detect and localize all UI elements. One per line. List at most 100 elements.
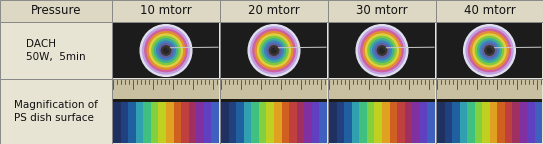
Circle shape xyxy=(370,39,394,62)
Bar xyxy=(437,102,445,143)
Bar xyxy=(437,80,542,143)
Bar xyxy=(136,102,143,143)
Circle shape xyxy=(260,36,288,65)
Bar xyxy=(534,102,542,143)
Bar xyxy=(267,102,274,143)
Circle shape xyxy=(473,34,506,67)
Bar xyxy=(151,102,159,143)
Bar xyxy=(352,102,359,143)
Bar xyxy=(359,102,367,143)
Text: 40 mtorr: 40 mtorr xyxy=(464,4,515,18)
Bar xyxy=(220,22,328,79)
Bar xyxy=(475,102,482,143)
Bar xyxy=(274,102,282,143)
Circle shape xyxy=(142,27,190,74)
Bar xyxy=(436,79,543,144)
Circle shape xyxy=(485,46,494,55)
Bar xyxy=(329,80,435,99)
Circle shape xyxy=(248,25,300,76)
Circle shape xyxy=(377,46,387,55)
Bar xyxy=(367,102,375,143)
Bar xyxy=(489,102,497,143)
Bar xyxy=(0,22,112,79)
Bar xyxy=(520,102,527,143)
Circle shape xyxy=(147,32,185,69)
Bar xyxy=(113,80,219,143)
Bar xyxy=(436,0,543,22)
Bar xyxy=(244,102,251,143)
Bar xyxy=(497,102,504,143)
Circle shape xyxy=(478,39,501,62)
Circle shape xyxy=(140,25,192,76)
Bar xyxy=(319,102,327,143)
Bar xyxy=(296,102,304,143)
Circle shape xyxy=(159,43,173,58)
Circle shape xyxy=(466,27,513,74)
Bar xyxy=(112,79,220,144)
Circle shape xyxy=(272,48,276,53)
Bar xyxy=(113,23,219,78)
Circle shape xyxy=(480,41,499,60)
Bar xyxy=(112,22,220,79)
Bar xyxy=(512,102,520,143)
Bar xyxy=(397,102,405,143)
Bar xyxy=(112,0,220,22)
Circle shape xyxy=(156,41,175,60)
Bar xyxy=(337,102,344,143)
Circle shape xyxy=(380,48,384,53)
Bar xyxy=(389,102,397,143)
Bar xyxy=(221,102,229,143)
Bar xyxy=(128,102,136,143)
Circle shape xyxy=(250,27,298,74)
Bar xyxy=(329,102,337,143)
Circle shape xyxy=(358,27,406,74)
Bar xyxy=(328,22,436,79)
Bar xyxy=(174,102,181,143)
Bar xyxy=(220,79,328,144)
Circle shape xyxy=(487,48,492,53)
Circle shape xyxy=(269,46,279,55)
Bar xyxy=(113,80,219,99)
Bar xyxy=(329,23,435,78)
Bar xyxy=(467,102,475,143)
Bar xyxy=(181,102,189,143)
Circle shape xyxy=(264,41,283,60)
Bar xyxy=(0,79,112,144)
Bar xyxy=(304,102,312,143)
Bar xyxy=(289,102,296,143)
Bar xyxy=(282,102,289,143)
Circle shape xyxy=(267,43,281,58)
Bar xyxy=(121,102,128,143)
Bar xyxy=(221,23,327,78)
Bar xyxy=(527,102,534,143)
Bar xyxy=(437,80,542,99)
Text: Pressure: Pressure xyxy=(31,4,81,18)
Circle shape xyxy=(482,43,496,58)
Bar xyxy=(405,102,412,143)
Text: Magnification of
PS dish surface: Magnification of PS dish surface xyxy=(14,100,98,123)
Bar xyxy=(0,0,112,22)
Bar xyxy=(482,102,489,143)
Circle shape xyxy=(361,29,403,72)
Bar xyxy=(445,102,452,143)
Bar xyxy=(344,102,352,143)
Bar xyxy=(328,0,436,22)
Circle shape xyxy=(152,36,180,65)
Circle shape xyxy=(375,43,389,58)
Circle shape xyxy=(372,41,392,60)
Bar xyxy=(459,102,467,143)
Bar xyxy=(220,0,328,22)
Circle shape xyxy=(154,39,178,62)
Bar xyxy=(221,80,327,99)
Bar xyxy=(328,79,436,144)
Text: 10 mtorr: 10 mtorr xyxy=(140,4,192,18)
Bar xyxy=(427,102,435,143)
Circle shape xyxy=(262,39,286,62)
Bar xyxy=(159,102,166,143)
Circle shape xyxy=(476,36,503,65)
Bar xyxy=(504,102,512,143)
Bar xyxy=(329,80,435,143)
Circle shape xyxy=(149,34,182,67)
Bar xyxy=(166,102,174,143)
Circle shape xyxy=(257,34,291,67)
